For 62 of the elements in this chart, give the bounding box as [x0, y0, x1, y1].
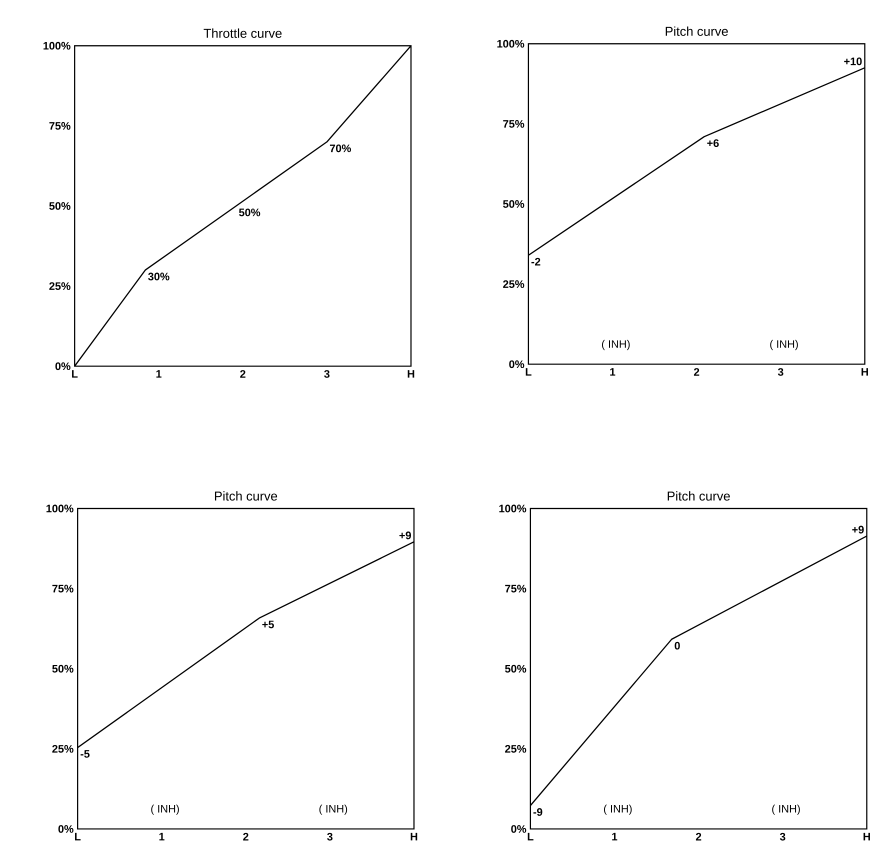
chart-title: Throttle curve [204, 28, 282, 38]
x-tick-label: H [862, 368, 868, 376]
x-tick-label: 2 [240, 370, 246, 378]
annotation: ( INH) [772, 804, 800, 815]
y-tick-label: 50% [503, 200, 524, 208]
annotation: ( INH) [604, 804, 632, 815]
x-tick-label: 1 [610, 368, 616, 376]
y-tick-label: 75% [52, 584, 74, 593]
x-tick-label: L [72, 370, 78, 378]
y-tick-label: 0% [511, 825, 526, 833]
x-tick-label: 2 [694, 368, 700, 376]
chart-title: Pitch curve [214, 491, 278, 501]
annotation: +9 [852, 526, 864, 534]
y-tick-label: 75% [503, 120, 524, 128]
annotation: -2 [531, 258, 540, 266]
annotation: -9 [533, 808, 542, 816]
x-tick-label: H [410, 832, 418, 840]
annotation: +9 [399, 532, 411, 540]
x-tick-label: 3 [327, 832, 333, 841]
y-tick-label: 0% [509, 360, 524, 368]
x-tick-label: 1 [156, 370, 162, 378]
chart-title: Pitch curve [666, 26, 728, 36]
y-tick-label: 25% [505, 745, 526, 753]
y-tick-label: 50% [505, 664, 526, 673]
x-tick-label: 2 [696, 832, 702, 841]
x-tick-label: 3 [778, 368, 784, 376]
annotation: ( INH) [602, 340, 630, 350]
y-tick-label: 25% [503, 280, 524, 288]
y-tick-label: 100% [44, 42, 70, 50]
y-tick-label: 0% [55, 362, 70, 370]
annotation: +5 [262, 620, 274, 628]
y-tick-label: 75% [505, 584, 526, 593]
y-tick-label: 100% [499, 504, 526, 512]
x-tick-label: 1 [159, 832, 164, 840]
y-tick-label: 25% [52, 745, 74, 753]
y-tick-label: 100% [46, 504, 74, 512]
x-tick-label: H [864, 832, 870, 840]
x-tick-label: 1 [612, 832, 618, 840]
x-tick-label: 3 [780, 832, 786, 841]
x-tick-label: L [526, 368, 532, 376]
annotation: +6 [707, 139, 719, 148]
x-tick-label: L [75, 832, 81, 840]
y-tick-label: 25% [49, 282, 70, 290]
data-label: 50% [239, 208, 260, 216]
annotation: ( INH) [319, 804, 348, 815]
annotation: -5 [80, 750, 90, 758]
annotation: +10 [844, 58, 862, 66]
y-tick-label: 100% [497, 40, 524, 48]
data-label: 70% [330, 144, 352, 152]
x-tick-label: 2 [243, 832, 248, 841]
y-tick-label: 50% [52, 664, 74, 673]
y-tick-label: 50% [49, 202, 70, 210]
annotation: ( INH) [151, 804, 179, 815]
annotation: ( INH) [770, 340, 798, 350]
data-label: 30% [148, 272, 170, 280]
annotation: 0 [674, 642, 680, 650]
y-tick-label: 0% [58, 825, 74, 833]
x-tick-label: L [528, 832, 534, 840]
x-tick-label: H [408, 370, 414, 378]
x-tick-label: 3 [324, 370, 330, 378]
chart-title: Pitch curve [668, 491, 730, 501]
y-tick-label: 75% [49, 122, 70, 130]
